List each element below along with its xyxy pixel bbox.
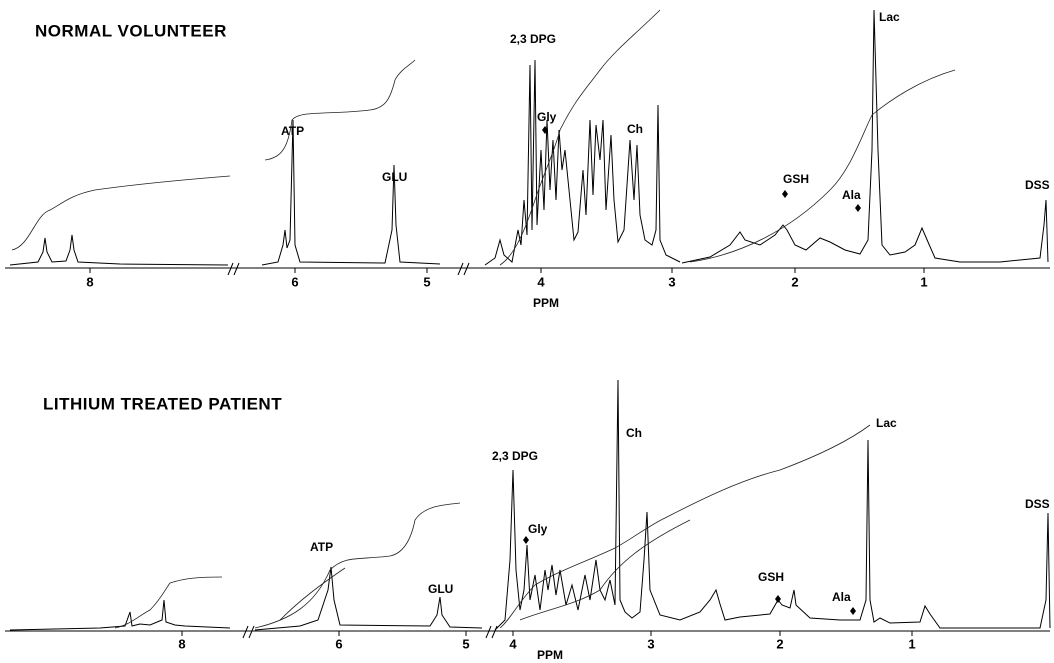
peak-label: Ala [832,590,851,604]
tick-label: 3 [668,274,675,289]
integral [279,567,346,621]
peak-label: Lac [876,416,897,430]
panel-lithium: LITHIUM TREATED PATIENT 8 6 5 4 3 2 1 PP… [5,379,1051,662]
peak-label: Lac [879,10,900,24]
integral [254,502,461,629]
peak-label: GLU [428,582,453,596]
spectrum [9,566,483,631]
panel-title: NORMAL VOLUNTEER [35,21,227,40]
integral [11,175,231,251]
peak-label: 2,3 DPG [492,449,538,463]
peak-label: 2,3 DPG [510,32,556,46]
axis-ticks [181,631,913,636]
tick-label: 1 [908,636,915,651]
integral [114,576,223,629]
tick-label: 8 [178,636,185,651]
spectrum [494,379,1051,631]
axis-break [242,625,498,639]
peak-markers [542,126,861,212]
integral [519,519,691,621]
peak-markers [523,536,856,615]
peak-label: Ch [626,426,642,440]
peak-label: Gly [528,522,548,536]
axis-break [227,262,470,276]
peak-label: Ala [842,188,861,202]
spectrum [9,119,441,266]
tick-label: 1 [920,274,927,289]
axis-label: PPM [537,648,563,662]
spectrum [484,59,681,266]
peak-label: Gly [537,110,557,124]
peak-label: GLU [382,170,407,184]
peak-label: ATP [281,124,304,138]
tick-label: 4 [537,274,545,289]
tick-label: 2 [776,636,783,651]
tick-label: 8 [86,274,93,289]
peak-label: GSH [783,172,809,186]
tick-label: 3 [647,636,654,651]
axis-label: PPM [533,296,559,310]
tick-label: 6 [291,274,298,289]
tick-label: 4 [509,636,517,651]
integral [689,69,956,263]
peak-label: ATP [310,540,333,554]
tick-label: 5 [462,636,469,651]
spectrum [681,9,1049,264]
tick-label: 5 [423,274,430,289]
axis-ticks [89,268,925,273]
peak-label: DSS [1025,497,1050,511]
integral [499,9,661,266]
peak-label: Ch [627,122,643,136]
tick-label: 2 [791,274,798,289]
peak-label: DSS [1025,178,1050,192]
integral [264,59,416,161]
tick-label: 6 [335,636,342,651]
panel-normal: NORMAL VOLUNTEER 8 6 5 4 3 2 1 PPM ATP G… [5,9,1050,310]
integral [499,424,871,629]
panel-title: LITHIUM TREATED PATIENT [43,394,282,413]
peak-label: GSH [758,570,784,584]
